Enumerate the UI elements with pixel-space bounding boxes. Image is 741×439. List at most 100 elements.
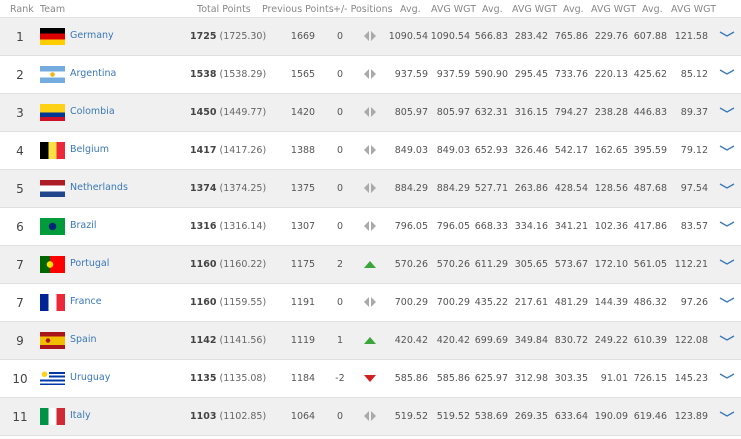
header-avg-wgt-3[interactable]: AVG WGT [591, 4, 636, 15]
chevron-down-icon[interactable] [719, 370, 735, 382]
avg-wgt-value: 83.57 [680, 221, 708, 232]
previous-points: 1184 [290, 373, 316, 384]
avg-value: 796.05 [394, 221, 428, 232]
total-points-exact: (1725.30) [219, 31, 267, 42]
table-row[interactable]: 2 Argentina 1538 (1538.29) 1565 0 937.59 937.5… [0, 56, 741, 94]
total-points-rounded: 1316 [190, 221, 217, 232]
avg-value: 607.88 [633, 31, 667, 42]
team-link[interactable]: Italy [70, 410, 91, 421]
team-link[interactable]: Uruguay [70, 372, 111, 383]
header-avg-2[interactable]: Avg. [482, 4, 503, 15]
total-points-exact: (1135.08) [219, 373, 267, 384]
avg-value: 625.97 [474, 373, 508, 384]
avg-value: 590.90 [474, 69, 508, 80]
chevron-down-icon[interactable] [719, 104, 735, 116]
rank: 5 [16, 182, 24, 196]
avg-value: 610.39 [633, 335, 667, 346]
previous-points: 1388 [290, 145, 316, 156]
total-points-exact: (1417.26) [219, 145, 267, 156]
total-points-exact: (1159.55) [219, 297, 267, 308]
avg-wgt-value: 316.15 [514, 107, 548, 118]
header-avg-1[interactable]: Avg. [400, 4, 421, 15]
trend-unchanged-icon [364, 69, 376, 79]
rank: 11 [12, 410, 28, 424]
avg-value: 435.22 [474, 297, 508, 308]
avg-value: 417.86 [633, 221, 667, 232]
header-team[interactable]: Team [40, 4, 66, 15]
chevron-down-icon[interactable] [719, 408, 735, 420]
chevron-down-icon[interactable] [719, 294, 735, 306]
avg-wgt-value: 172.10 [594, 259, 628, 270]
header-total-points[interactable]: Total Points [197, 4, 251, 15]
trend-unchanged-icon [364, 183, 376, 193]
avg-value: 632.31 [474, 107, 508, 118]
table-row[interactable]: 4 Belgium 1417 (1417.26) 1388 0 849.03 849.03 6… [0, 132, 741, 170]
total-points: 1450 (1449.77) [190, 107, 266, 118]
header-avg-3[interactable]: Avg. [563, 4, 584, 15]
team-link[interactable]: Netherlands [70, 182, 128, 193]
total-points: 1316 (1316.14) [190, 221, 266, 232]
rank: 6 [16, 220, 24, 234]
team-link[interactable]: Portugal [70, 258, 110, 269]
avg-wgt-value: 97.54 [680, 183, 708, 194]
chevron-down-icon[interactable] [719, 180, 735, 192]
position-change: 1 [336, 335, 344, 346]
header-avg-wgt-2[interactable]: AVG WGT [512, 4, 557, 15]
team-link[interactable]: Spain [70, 334, 97, 345]
avg-value: 481.29 [554, 297, 588, 308]
team-link[interactable]: Belgium [70, 144, 109, 155]
chevron-down-icon[interactable] [719, 218, 735, 230]
avg-wgt-value: 283.42 [514, 31, 548, 42]
avg-wgt-value: 305.65 [514, 259, 548, 270]
total-points-exact: (1538.29) [219, 69, 267, 80]
chevron-down-icon[interactable] [719, 142, 735, 154]
table-row[interactable]: 3 Colombia 1450 (1449.77) 1420 0 805.97 805.97… [0, 94, 741, 132]
team-link[interactable]: Germany [70, 30, 114, 41]
total-points-rounded: 1103 [190, 411, 217, 422]
chevron-down-icon[interactable] [719, 28, 735, 40]
table-row[interactable]: 5 Netherlands 1374 (1374.25) 1375 0 884.29 884… [0, 170, 741, 208]
team-link[interactable]: France [70, 296, 102, 307]
chevron-down-icon[interactable] [719, 256, 735, 268]
trend-down-icon [364, 375, 376, 382]
avg-value: 805.97 [394, 107, 428, 118]
avg-wgt-value: 570.26 [436, 259, 470, 270]
position-change: 0 [336, 411, 344, 422]
total-points-exact: (1102.85) [219, 411, 267, 422]
header-previous-points[interactable]: Previous Points [262, 4, 334, 15]
position-change: -2 [335, 373, 345, 384]
header-avg-4[interactable]: Avg. [642, 4, 663, 15]
table-row[interactable]: 6 Brazil 1316 (1316.14) 1307 0 796.05 796.05 66… [0, 208, 741, 246]
total-points-rounded: 1374 [190, 183, 217, 194]
flag-brazil-icon [40, 218, 65, 235]
team-link[interactable]: Colombia [70, 106, 115, 117]
header-positions[interactable]: +/- Positions [333, 4, 393, 15]
avg-value: 699.69 [474, 335, 508, 346]
total-points-exact: (1141.56) [219, 335, 267, 346]
team-link[interactable]: Argentina [70, 68, 117, 79]
avg-value: 585.86 [394, 373, 428, 384]
table-row[interactable]: 7 Portugal 1160 (1160.22) 1175 2 570.26 570.26… [0, 246, 741, 284]
avg-value: 573.67 [554, 259, 588, 270]
header-avg-wgt-1[interactable]: AVG WGT [431, 4, 476, 15]
rank: 1 [16, 30, 24, 44]
chevron-down-icon[interactable] [719, 332, 735, 344]
header-avg-wgt-4[interactable]: AVG WGT [671, 4, 716, 15]
avg-value: 487.68 [633, 183, 667, 194]
position-change: 0 [336, 297, 344, 308]
table-row[interactable]: 9 Spain 1142 (1141.56) 1119 1 420.42 420.42 699… [0, 322, 741, 360]
chevron-down-icon[interactable] [719, 66, 735, 78]
avg-value: 884.29 [394, 183, 428, 194]
previous-points: 1565 [290, 69, 316, 80]
table-row[interactable]: 10 Uruguay 1135 (1135.08) 1184 -2 585.86 585.8… [0, 360, 741, 398]
avg-value: 303.35 [554, 373, 588, 384]
header-rank[interactable]: Rank [10, 4, 34, 15]
total-points-rounded: 1142 [190, 335, 217, 346]
table-row[interactable]: 1 Germany 1725 (1725.30) 1669 0 1090.54 1090.5… [0, 18, 741, 56]
avg-value: 446.83 [633, 107, 667, 118]
trend-unchanged-icon [364, 107, 376, 117]
table-row[interactable]: 11 Italy 1103 (1102.85) 1064 0 519.52 519.52 53… [0, 398, 741, 436]
team-link[interactable]: Brazil [70, 220, 97, 231]
table-row[interactable]: 7 France 1160 (1159.55) 1191 0 700.29 700.29 43… [0, 284, 741, 322]
avg-wgt-value: 220.13 [594, 69, 628, 80]
